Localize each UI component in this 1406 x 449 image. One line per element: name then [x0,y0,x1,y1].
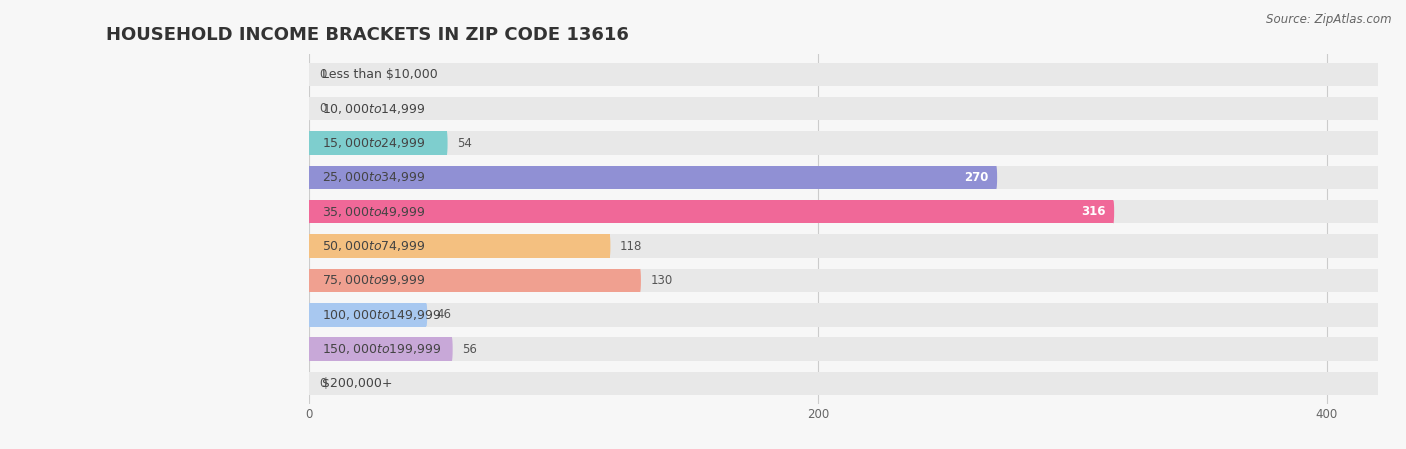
Circle shape [609,234,610,258]
Circle shape [308,200,311,224]
Text: 0: 0 [319,102,326,115]
Circle shape [1376,303,1379,326]
Circle shape [426,303,427,326]
Text: 46: 46 [436,308,451,321]
Circle shape [1376,338,1379,361]
Bar [309,132,1378,155]
Circle shape [1376,372,1379,395]
Circle shape [308,338,311,361]
Text: 316: 316 [1081,205,1105,218]
Text: $150,000 to $199,999: $150,000 to $199,999 [322,342,441,356]
Bar [309,132,447,155]
Text: $15,000 to $24,999: $15,000 to $24,999 [322,136,426,150]
Circle shape [308,372,311,395]
Text: $100,000 to $149,999: $100,000 to $149,999 [322,308,441,322]
Bar [309,303,426,326]
Bar [309,234,1378,258]
Circle shape [1376,63,1379,86]
Circle shape [1376,97,1379,120]
Text: $200,000+: $200,000+ [322,377,392,390]
Circle shape [308,234,311,258]
Bar [309,269,1378,292]
Text: 54: 54 [457,136,472,150]
Text: 0: 0 [319,377,326,390]
Text: $10,000 to $14,999: $10,000 to $14,999 [322,102,426,116]
Circle shape [308,303,311,326]
Circle shape [308,132,311,155]
Circle shape [308,132,311,155]
Bar [309,97,1378,120]
Bar [309,234,610,258]
Text: 56: 56 [463,343,477,356]
Circle shape [308,303,311,326]
Circle shape [308,234,311,258]
Text: 130: 130 [650,274,672,287]
Text: HOUSEHOLD INCOME BRACKETS IN ZIP CODE 13616: HOUSEHOLD INCOME BRACKETS IN ZIP CODE 13… [107,26,628,44]
Circle shape [308,97,311,120]
Bar [309,200,1378,224]
Bar [309,338,1378,361]
Circle shape [1376,166,1379,189]
Bar [309,200,1114,224]
Circle shape [308,338,311,361]
Circle shape [446,132,447,155]
Circle shape [308,269,311,292]
Circle shape [1112,200,1114,224]
Text: Source: ZipAtlas.com: Source: ZipAtlas.com [1267,13,1392,26]
Text: $75,000 to $99,999: $75,000 to $99,999 [322,273,426,287]
Bar [309,166,1378,189]
Text: Less than $10,000: Less than $10,000 [322,68,437,81]
Text: 270: 270 [965,171,988,184]
Circle shape [308,269,311,292]
Text: 118: 118 [620,240,643,253]
Circle shape [1376,234,1379,258]
Text: $25,000 to $34,999: $25,000 to $34,999 [322,171,426,185]
Circle shape [308,166,311,189]
Bar [309,63,1378,86]
Bar [309,166,997,189]
Circle shape [1376,132,1379,155]
Circle shape [995,166,997,189]
Circle shape [1376,200,1379,224]
Text: 0: 0 [319,68,326,81]
Circle shape [640,269,641,292]
Text: $35,000 to $49,999: $35,000 to $49,999 [322,205,426,219]
Text: $50,000 to $74,999: $50,000 to $74,999 [322,239,426,253]
Bar [309,372,1378,395]
Circle shape [308,63,311,86]
Bar [309,338,451,361]
Bar [309,303,1378,326]
Circle shape [308,166,311,189]
Bar [309,269,640,292]
Circle shape [308,200,311,224]
Circle shape [1376,269,1379,292]
Circle shape [451,338,453,361]
